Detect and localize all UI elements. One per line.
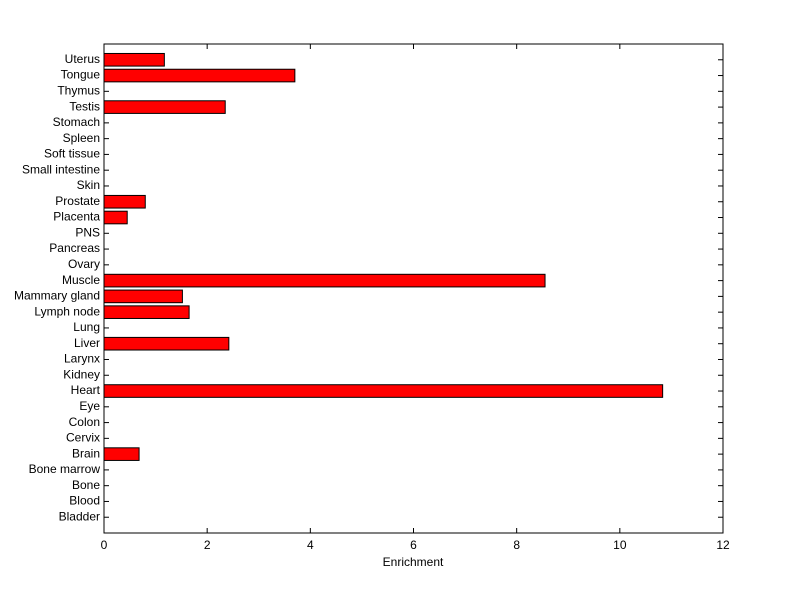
plot-frame [103, 43, 724, 534]
y-tick-label: Thymus [57, 83, 100, 97]
bar [103, 336, 230, 351]
y-tick-label: Pancreas [49, 241, 100, 255]
y-tick-label: Skin [77, 178, 100, 192]
y-tick-label: Testis [69, 99, 100, 113]
y-tick-label: Brain [72, 446, 100, 460]
bar [103, 273, 546, 288]
bar [103, 194, 146, 209]
bar [103, 210, 128, 225]
x-tick-label: 10 [613, 538, 627, 552]
y-tick-label: Stomach [53, 115, 100, 129]
bar [103, 52, 165, 67]
y-tick-label: Mammary gland [14, 289, 100, 303]
y-tick-label: PNS [75, 225, 100, 239]
bar [103, 68, 296, 83]
x-tick-label: 6 [410, 538, 417, 552]
y-tick-label: Placenta [53, 210, 100, 224]
x-tick-label: 4 [307, 538, 314, 552]
y-tick-label: Blood [69, 494, 100, 508]
y-tick-label: Ovary [68, 257, 100, 271]
y-tick-label: Liver [74, 336, 100, 350]
y-tick-label: Small intestine [22, 162, 100, 176]
y-tick-label: Kidney [63, 367, 100, 381]
y-tick-label: Tongue [61, 68, 101, 82]
x-tick-label: 0 [101, 538, 108, 552]
x-axis-label: Enrichment [383, 555, 444, 569]
bar [103, 289, 183, 304]
y-tick-label: Bone marrow [29, 462, 101, 476]
y-tick-label: Colon [69, 415, 100, 429]
y-tick-label: Muscle [62, 273, 100, 287]
y-tick-label: Heart [71, 383, 101, 397]
bar [103, 100, 226, 114]
y-tick-label: Lymph node [34, 304, 100, 318]
y-tick-label: Cervix [66, 431, 100, 445]
y-tick-label: Bone [72, 478, 100, 492]
y-tick-label: Larynx [64, 352, 100, 366]
y-tick-label: Bladder [59, 509, 100, 523]
x-tick-label: 8 [513, 538, 520, 552]
bar [103, 447, 140, 461]
x-tick-label: 2 [204, 538, 211, 552]
y-tick-label: Prostate [55, 194, 100, 208]
bar [103, 305, 190, 319]
x-tick-label: 12 [716, 538, 730, 552]
y-tick-label: Eye [79, 399, 100, 413]
y-tick-label: Soft tissue [44, 147, 100, 161]
y-tick-label: Lung [73, 320, 100, 334]
bar [103, 384, 664, 398]
y-tick-label: Uterus [65, 52, 100, 66]
y-tick-label: Spleen [63, 131, 100, 145]
